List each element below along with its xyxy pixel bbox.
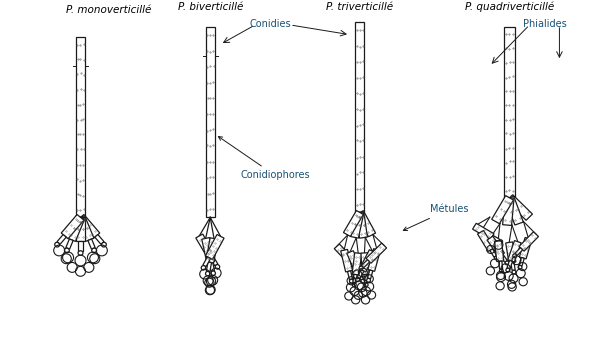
Bar: [206, 235, 224, 260]
Bar: [206, 27, 215, 217]
Bar: [472, 223, 494, 240]
Text: P. quadriverticillé: P. quadriverticillé: [465, 2, 554, 12]
Ellipse shape: [359, 266, 363, 270]
Bar: [356, 211, 376, 237]
Bar: [351, 212, 364, 238]
Bar: [352, 253, 362, 275]
Text: P. triverticillé: P. triverticillé: [326, 2, 394, 12]
Bar: [206, 262, 212, 272]
Bar: [357, 271, 364, 280]
Text: Métules: Métules: [403, 204, 468, 230]
Ellipse shape: [357, 268, 361, 272]
Bar: [95, 235, 104, 244]
Bar: [506, 242, 516, 263]
Bar: [343, 211, 364, 236]
Bar: [348, 271, 353, 280]
Bar: [362, 260, 370, 268]
Bar: [508, 240, 521, 262]
Bar: [196, 234, 215, 259]
Text: Conidies: Conidies: [249, 19, 291, 29]
Bar: [202, 238, 215, 263]
Ellipse shape: [54, 242, 59, 247]
Ellipse shape: [505, 261, 509, 265]
Bar: [357, 270, 364, 279]
Bar: [341, 249, 353, 272]
Bar: [499, 261, 502, 269]
Ellipse shape: [349, 279, 353, 283]
Bar: [356, 212, 367, 238]
Bar: [491, 235, 500, 242]
Bar: [347, 251, 362, 273]
Bar: [368, 249, 380, 271]
Text: Phialides: Phialides: [523, 19, 566, 29]
Ellipse shape: [506, 268, 510, 272]
Text: P. biverticillé: P. biverticillé: [177, 2, 243, 12]
Ellipse shape: [513, 254, 517, 257]
Bar: [353, 274, 357, 283]
Bar: [368, 270, 373, 279]
Ellipse shape: [78, 251, 83, 255]
Bar: [203, 257, 211, 266]
Ellipse shape: [512, 270, 516, 274]
Ellipse shape: [518, 265, 522, 269]
Bar: [490, 249, 497, 257]
Bar: [477, 230, 494, 252]
Bar: [504, 27, 515, 198]
Ellipse shape: [201, 265, 206, 270]
Ellipse shape: [499, 269, 503, 273]
Ellipse shape: [361, 279, 365, 283]
Bar: [66, 239, 73, 249]
Text: P. monoverticillé: P. monoverticillé: [65, 5, 151, 15]
Bar: [210, 256, 218, 266]
Ellipse shape: [499, 240, 502, 244]
Ellipse shape: [356, 278, 360, 282]
Ellipse shape: [102, 242, 106, 247]
Bar: [507, 260, 512, 269]
Bar: [76, 37, 85, 217]
Bar: [520, 237, 532, 259]
Bar: [506, 195, 532, 220]
Bar: [491, 196, 513, 224]
Bar: [78, 242, 83, 251]
Ellipse shape: [353, 283, 356, 287]
Bar: [359, 250, 376, 272]
Bar: [76, 216, 94, 242]
Bar: [206, 238, 218, 263]
Bar: [61, 214, 84, 239]
Bar: [57, 235, 66, 244]
Bar: [351, 261, 359, 269]
Bar: [356, 22, 364, 212]
Bar: [76, 217, 85, 242]
Bar: [77, 214, 100, 239]
Bar: [88, 239, 95, 249]
Bar: [519, 232, 539, 251]
Ellipse shape: [494, 256, 498, 260]
Ellipse shape: [211, 271, 215, 276]
Bar: [67, 216, 84, 242]
Bar: [364, 274, 368, 283]
Ellipse shape: [64, 248, 69, 253]
Bar: [511, 262, 515, 270]
Bar: [502, 197, 514, 226]
Ellipse shape: [92, 248, 97, 253]
Bar: [494, 241, 504, 262]
Bar: [209, 262, 214, 271]
Bar: [487, 236, 504, 257]
Ellipse shape: [367, 278, 370, 282]
Bar: [334, 244, 354, 264]
Bar: [515, 248, 523, 255]
Bar: [519, 257, 524, 266]
Bar: [506, 196, 523, 225]
Bar: [500, 254, 507, 262]
Text: Conidiophores: Conidiophores: [218, 136, 310, 180]
Ellipse shape: [206, 271, 210, 276]
Bar: [361, 253, 369, 275]
Bar: [366, 243, 387, 263]
Ellipse shape: [215, 265, 220, 269]
Ellipse shape: [364, 283, 368, 287]
